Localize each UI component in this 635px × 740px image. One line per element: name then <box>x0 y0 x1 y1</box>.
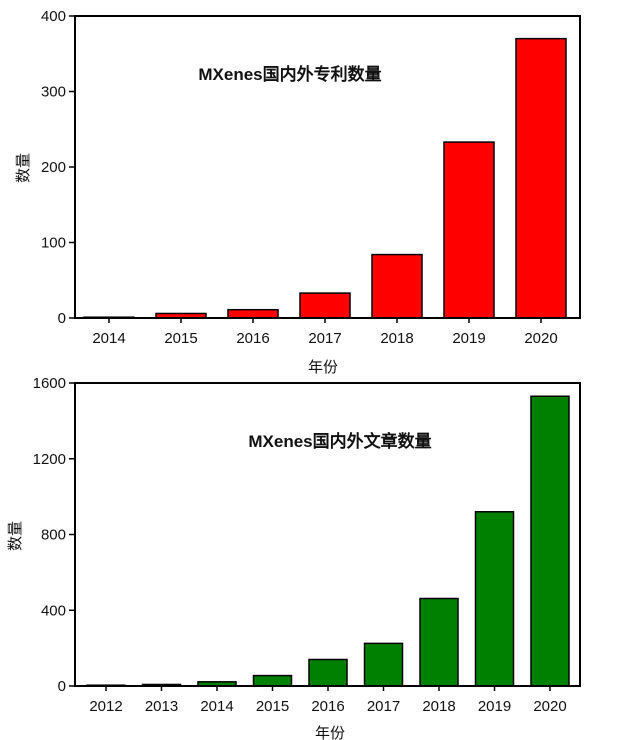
bar-2015 <box>252 674 293 687</box>
bar-2019 <box>443 141 495 319</box>
x-tick-label: 2013 <box>145 698 178 715</box>
x-tick-label: 2019 <box>478 698 511 715</box>
chart-title: MXenes国内外专利数量 <box>198 64 381 84</box>
x-tick-label: 2016 <box>311 698 344 715</box>
x-tick-label: 2014 <box>92 330 125 347</box>
patents-chart: MXenes国内外专利数量 年份 数量 0 100 200 300 400 2014 201… <box>14 8 581 376</box>
x-tick-label: 2015 <box>256 698 289 715</box>
bar-2020 <box>515 37 567 319</box>
bar-2020 <box>530 395 570 687</box>
y-tick-label: 100 <box>41 235 66 252</box>
y-tick-label: 1600 <box>33 375 66 392</box>
y-tick-label: 800 <box>41 527 66 544</box>
y-tick-label: 0 <box>58 678 66 695</box>
bar-2016 <box>227 308 279 319</box>
articles-chart: MXenes国内外文章数量 年份 数量 0 400 800 1200 1600 2012 2… <box>6 375 581 740</box>
y-tick-label: 400 <box>41 8 66 25</box>
plot-frame <box>74 15 581 319</box>
x-tick-label: 2020 <box>533 698 566 715</box>
bar-2016 <box>308 658 348 687</box>
x-tick-label: 2019 <box>452 330 485 347</box>
x-axis-label: 年份 <box>315 724 345 740</box>
x-tick-label: 2018 <box>422 698 455 715</box>
y-tick-label: 0 <box>58 310 66 327</box>
x-tick-label: 2016 <box>236 330 269 347</box>
bar-2017 <box>299 292 351 319</box>
x-tick-label: 2014 <box>200 698 233 715</box>
x-tick-label: 2015 <box>164 330 197 347</box>
y-tick-label: 300 <box>41 84 66 101</box>
bar-2018 <box>419 597 459 687</box>
bar-2017 <box>363 642 404 687</box>
y-tick-label: 400 <box>41 602 66 619</box>
x-axis-label: 年份 <box>308 358 338 376</box>
x-tick-label: 2017 <box>367 698 400 715</box>
bar-2018 <box>371 253 423 319</box>
x-tick-label: 2012 <box>89 698 122 715</box>
y-axis-label: 数量 <box>14 153 32 183</box>
chart-title: MXenes国内外文章数量 <box>248 431 431 451</box>
y-axis-label: 数量 <box>6 521 24 551</box>
x-tick-label: 2020 <box>524 330 557 347</box>
x-tick-label: 2017 <box>308 330 341 347</box>
x-tick-label: 2018 <box>380 330 413 347</box>
y-tick-label: 1200 <box>33 451 66 468</box>
bar-2019 <box>474 511 515 687</box>
y-tick-label: 200 <box>41 159 66 176</box>
